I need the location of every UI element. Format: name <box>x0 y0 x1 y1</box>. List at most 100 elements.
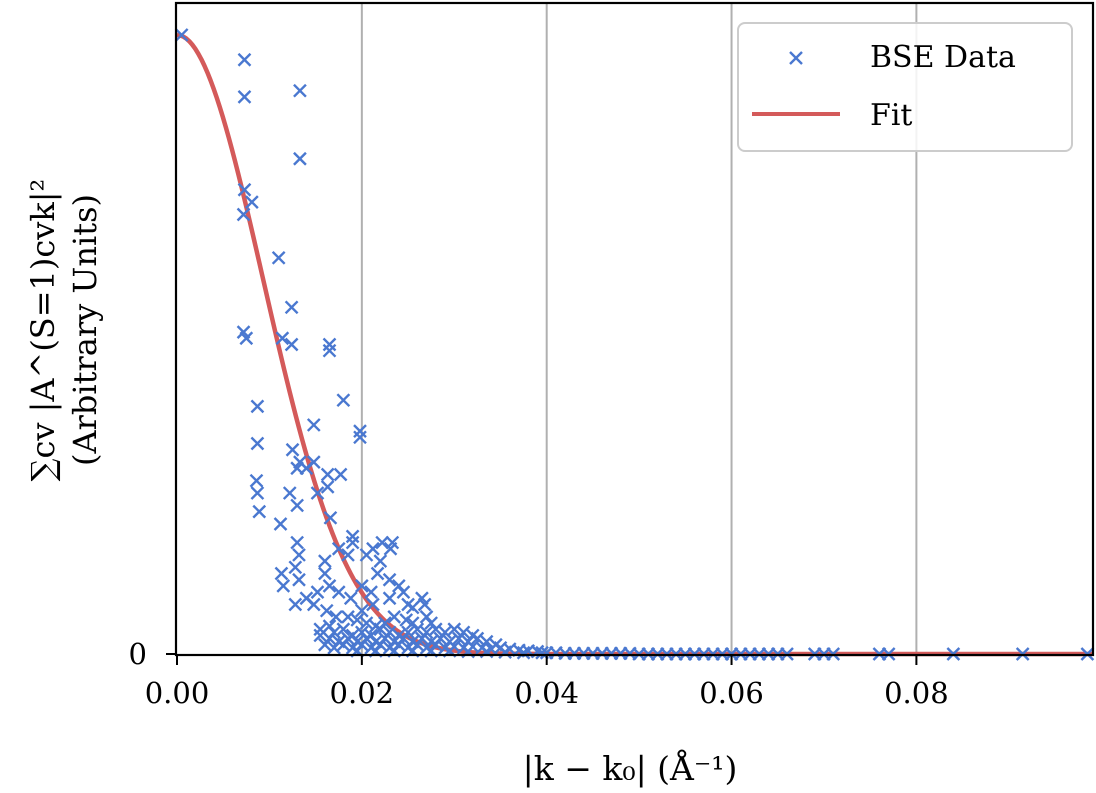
data-point-80 <box>359 616 374 630</box>
data-point-123 <box>470 631 485 646</box>
data-point-40 <box>288 560 303 575</box>
data-point-68 <box>364 585 378 599</box>
data-point-63 <box>359 548 374 562</box>
y-tick-label-0: 0 <box>129 637 147 671</box>
legend-marker-bse-data <box>789 51 803 65</box>
x-axis-label: |k − k₀| (Å⁻¹) <box>523 748 738 788</box>
data-point-9 <box>250 436 265 451</box>
data-point-16 <box>284 337 299 352</box>
data-point-27 <box>306 418 321 432</box>
data-point-58 <box>318 554 332 568</box>
x-tick-label-1: 0.02 <box>330 676 395 710</box>
data-point-55 <box>345 535 360 550</box>
y-axis-label-line2: (Arbitrary Units) <box>66 194 104 466</box>
data-point-77 <box>354 603 369 618</box>
data-point-128 <box>336 637 351 652</box>
data-point-53 <box>329 610 343 624</box>
data-point-103 <box>447 622 462 637</box>
axis-ticks: 0.00 0.02 0.04 0.06 0.08 0 <box>129 637 949 710</box>
data-point-42 <box>274 566 289 581</box>
data-point-78 <box>341 610 355 624</box>
data-point-76 <box>366 597 380 612</box>
data-point-47 <box>306 597 321 612</box>
legend-label-bse-data: BSE Data <box>870 40 1016 75</box>
data-point-71 <box>382 591 397 606</box>
data-point-46 <box>310 585 325 599</box>
legend-label-fit: Fit <box>870 98 912 133</box>
data-point-158 <box>498 645 512 659</box>
data-point-50 <box>331 585 346 599</box>
data-point-29 <box>320 467 335 482</box>
y-axis-label: ∑cv |A^(S=1)cvk|² (Arbitrary Units) <box>24 179 104 482</box>
data-point-64 <box>373 554 388 568</box>
data-point-99 <box>410 622 425 637</box>
data-point-106 <box>313 628 328 643</box>
data-point-49 <box>322 579 337 593</box>
data-point-26 <box>306 455 321 469</box>
data-point-79 <box>350 613 365 627</box>
data-point-35 <box>353 430 367 445</box>
data-point-33 <box>336 393 351 408</box>
data-point-30 <box>320 480 335 494</box>
data-point-31 <box>322 337 337 352</box>
data-point-51 <box>343 591 358 606</box>
x-tick-label-2: 0.04 <box>514 676 579 710</box>
data-point-2 <box>237 90 252 104</box>
data-point-41 <box>292 572 306 587</box>
data-point-34 <box>353 424 367 438</box>
data-point-70 <box>396 585 411 599</box>
data-point-56 <box>331 541 346 556</box>
data-point-0 <box>174 28 189 42</box>
data-point-18 <box>293 151 307 166</box>
data-point-127 <box>327 640 341 655</box>
data-point-38 <box>290 535 305 550</box>
x-tick-label-0: 0.00 <box>145 676 210 710</box>
data-point-75 <box>417 597 432 612</box>
data-point-66 <box>382 572 397 587</box>
data-point-4 <box>236 207 251 222</box>
data-point-48 <box>318 566 332 581</box>
y-axis-label-line1: ∑cv |A^(S=1)cvk|² <box>24 179 62 482</box>
data-point-43 <box>276 579 291 593</box>
data-point-19 <box>273 517 288 531</box>
legend-marker-x <box>789 51 803 65</box>
data-point-52 <box>319 603 334 618</box>
plot-frame <box>174 1 1095 657</box>
data-point-28 <box>310 486 325 500</box>
data-point-37 <box>323 510 338 525</box>
data-point-10 <box>249 473 264 488</box>
data-point-23 <box>290 498 305 513</box>
data-point-7 <box>239 331 254 346</box>
data-point-3 <box>237 182 252 197</box>
data-point-57 <box>341 548 355 562</box>
data-point-8 <box>250 399 265 414</box>
data-point-60 <box>375 535 390 550</box>
data-point-45 <box>288 597 303 612</box>
data-point-65 <box>370 566 385 581</box>
data-point-101 <box>428 622 443 637</box>
data-point-1 <box>237 52 252 67</box>
data-point-15 <box>275 331 290 346</box>
data-point-95 <box>373 622 388 637</box>
data-point-12 <box>252 504 267 519</box>
data-point-14 <box>284 300 299 315</box>
data-point-54 <box>345 529 360 544</box>
legend: BSE Data Fit <box>737 22 1073 152</box>
legend-box <box>737 22 1073 152</box>
bse-data-points <box>174 28 1095 661</box>
data-point-11 <box>250 486 265 500</box>
data-point-91 <box>336 622 351 637</box>
data-point-32 <box>322 343 337 358</box>
data-point-39 <box>292 548 306 562</box>
data-point-159 <box>516 645 531 660</box>
data-point-5 <box>245 195 259 209</box>
data-point-62 <box>385 535 400 550</box>
data-point-17 <box>293 83 307 98</box>
x-tick-label-3: 0.06 <box>699 676 764 710</box>
data-point-20 <box>285 442 300 457</box>
data-point-121 <box>452 631 466 646</box>
data-point-13 <box>271 250 286 265</box>
data-point-36 <box>333 467 348 482</box>
data-point-67 <box>354 579 369 593</box>
